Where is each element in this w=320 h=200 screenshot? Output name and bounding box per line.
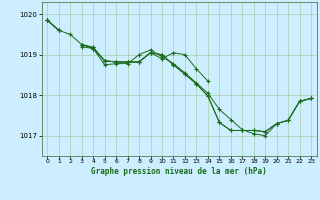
- X-axis label: Graphe pression niveau de la mer (hPa): Graphe pression niveau de la mer (hPa): [91, 167, 267, 176]
